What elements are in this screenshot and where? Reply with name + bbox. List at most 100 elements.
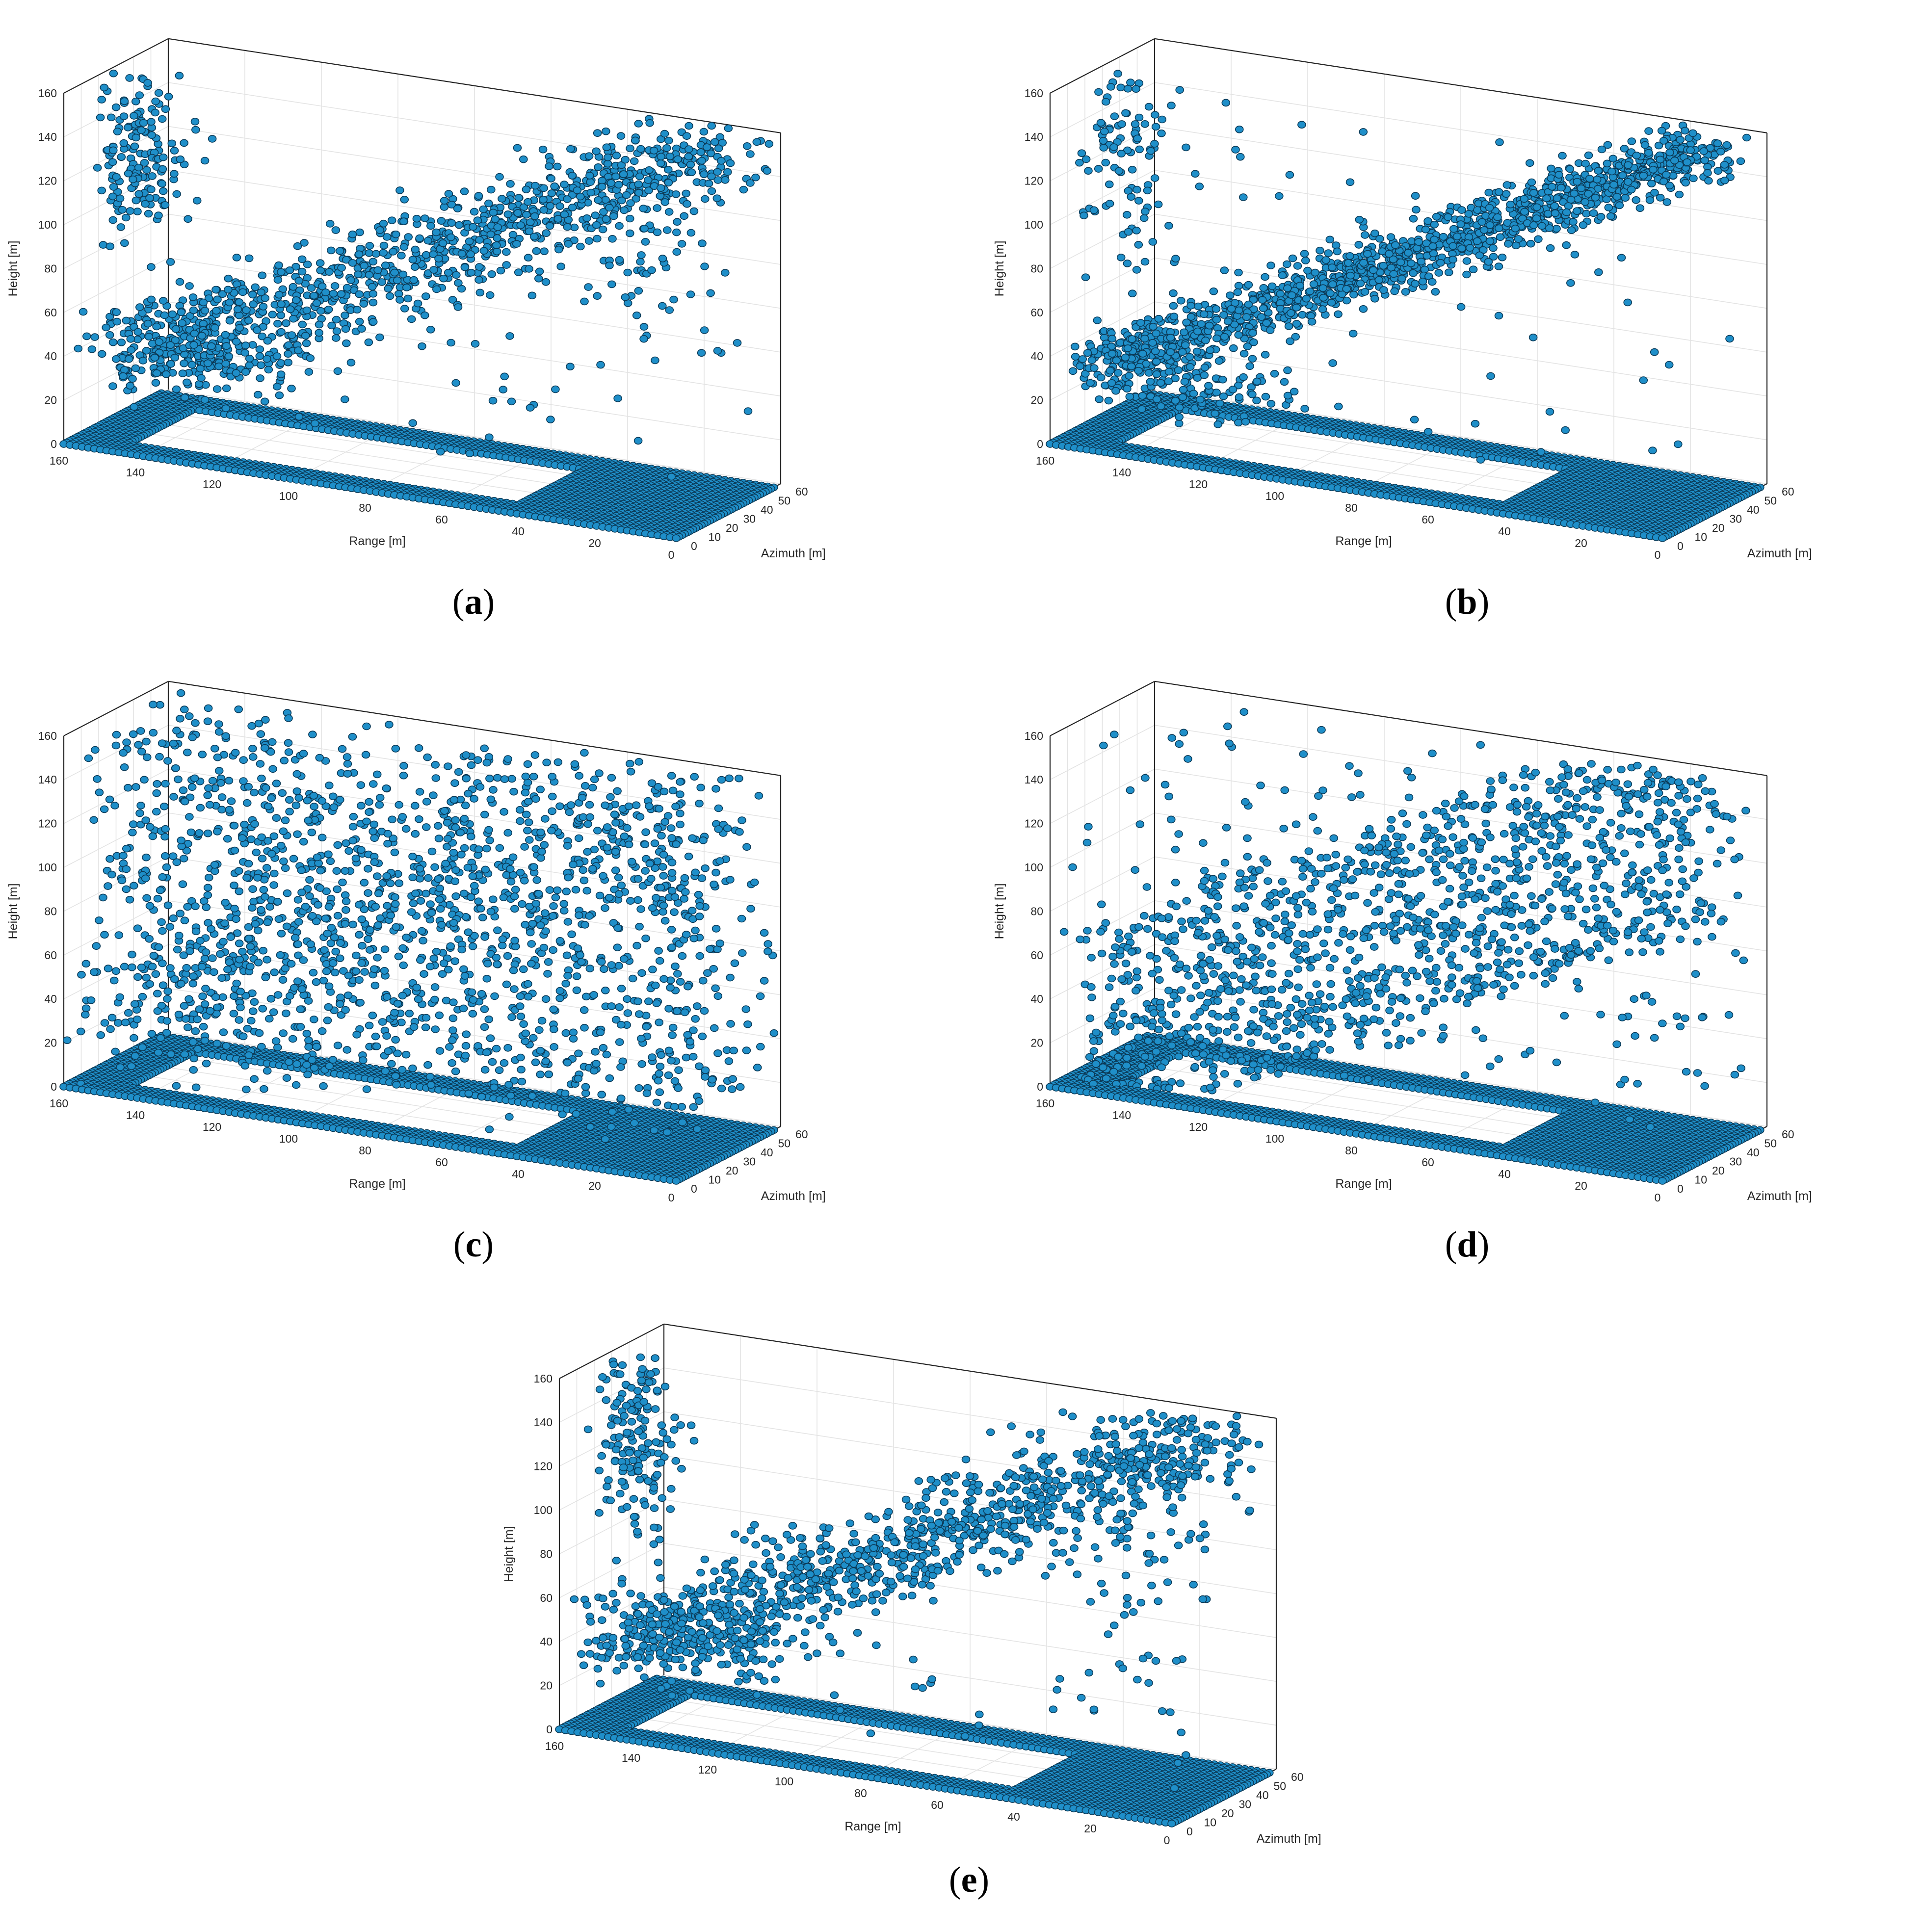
scatter-point <box>1152 329 1160 338</box>
scatter-point <box>286 305 295 313</box>
scatter-point <box>505 332 514 340</box>
scatter-point <box>342 284 352 292</box>
scatter-point <box>1071 353 1080 361</box>
scatter-point <box>1107 350 1117 358</box>
scatter-point <box>1127 362 1136 370</box>
scatter-point <box>1359 128 1368 136</box>
scatter-point <box>291 262 300 271</box>
scatter-point <box>253 391 263 399</box>
scatter-point <box>606 179 616 187</box>
scatter-point <box>1209 287 1218 295</box>
scatter-point <box>1117 120 1126 128</box>
scatter-point <box>1151 123 1160 131</box>
scatter-point <box>608 235 617 243</box>
scatter-point <box>673 218 682 226</box>
scatter-point <box>564 240 573 248</box>
scatter-point <box>397 252 406 260</box>
scatter-point <box>1154 314 1163 323</box>
scatter-point <box>355 228 364 236</box>
scatter-point <box>232 369 241 377</box>
scatter-point <box>586 178 595 186</box>
scatter-point <box>626 214 634 223</box>
scatter-point <box>1236 153 1245 161</box>
scatter-point <box>593 292 602 300</box>
scatter-point <box>180 160 189 169</box>
scatter-point <box>586 188 596 197</box>
scatter-point <box>274 261 283 269</box>
scatter-point <box>147 185 156 193</box>
scatter-point <box>539 195 548 204</box>
scatter-point <box>402 284 411 291</box>
scatter-point <box>189 306 198 314</box>
scatter-point <box>1169 313 1179 321</box>
scatter-point <box>1080 211 1088 220</box>
scatter-point <box>1096 119 1106 127</box>
scatter-point <box>1099 144 1108 152</box>
scatter-point <box>664 208 674 216</box>
scatter-point <box>525 265 533 273</box>
scatter-point <box>404 233 413 241</box>
scatter-point <box>1212 305 1221 313</box>
scatter-point <box>387 216 396 225</box>
scatter-point <box>1171 396 1180 405</box>
scatter-point <box>352 306 362 314</box>
scatter-point <box>506 180 515 188</box>
scatter-point <box>1123 85 1133 93</box>
scatter-point <box>1128 289 1137 298</box>
scatter-point <box>639 205 648 212</box>
scatter-point <box>147 131 157 139</box>
ground-point <box>672 534 681 542</box>
scatter-point <box>660 198 670 206</box>
scatter-point <box>656 184 665 192</box>
scatter-point <box>294 277 304 285</box>
scatter-point <box>357 325 366 333</box>
scatter-point <box>310 419 319 428</box>
scatter-point <box>594 196 603 204</box>
scatter-point <box>742 142 752 150</box>
scatter-point <box>109 146 118 155</box>
caption-a: (a) <box>452 582 495 622</box>
scatter-point <box>645 119 654 127</box>
scatter-point <box>1126 78 1135 86</box>
scatter-point <box>258 271 267 280</box>
scatter-point <box>142 346 151 355</box>
scatter-point <box>151 379 160 387</box>
scatter-point <box>1100 128 1109 135</box>
scatter-point <box>130 403 139 411</box>
scatter-point <box>224 352 234 361</box>
scatter-point <box>658 302 667 310</box>
scatter-point <box>1077 149 1086 157</box>
scatter-point <box>707 172 716 181</box>
scatter-point <box>389 248 397 256</box>
scatter-point <box>485 291 495 299</box>
scatter-point <box>1138 392 1147 400</box>
scatter-point <box>1211 410 1219 418</box>
scatter-point <box>555 202 564 210</box>
scatter-point <box>682 132 691 140</box>
scatter-point <box>1167 102 1176 109</box>
scatter-point <box>1140 208 1150 215</box>
scatter-point <box>1111 387 1120 395</box>
scatter-point <box>702 143 711 151</box>
z-tick-label: 100 <box>38 218 57 231</box>
scatter-point <box>634 287 643 295</box>
scatter-point <box>584 152 594 160</box>
scatter-point <box>257 288 265 296</box>
scatter-point <box>248 290 257 299</box>
scatter-point <box>1083 349 1092 357</box>
scatter-point <box>303 261 312 268</box>
scatter-point <box>502 261 511 269</box>
scatter-point <box>467 268 476 277</box>
scatter-point <box>706 289 715 297</box>
scatter-point <box>566 363 575 371</box>
scatter-point <box>126 335 135 343</box>
scatter-point <box>255 352 264 360</box>
scatter-point <box>663 226 672 234</box>
scatter-point <box>131 364 140 372</box>
scatter-point <box>122 316 131 325</box>
scatter-point <box>1089 206 1099 214</box>
scatter-point <box>647 266 656 274</box>
scatter-point <box>542 229 551 237</box>
scatter-point <box>148 172 157 180</box>
scatter-point <box>1190 170 1200 178</box>
